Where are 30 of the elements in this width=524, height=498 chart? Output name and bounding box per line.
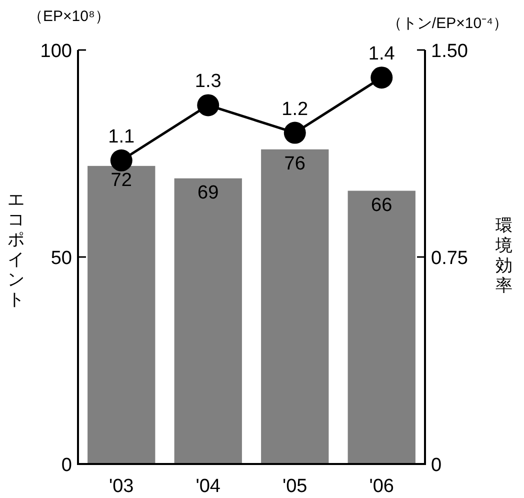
bar [174, 178, 242, 464]
bar [88, 166, 156, 464]
data-label: 76 [284, 153, 306, 174]
bar [348, 190, 416, 464]
data-label: 66 [371, 194, 392, 216]
data-label: 69 [198, 182, 219, 204]
x-tick-label: '03 [108, 476, 134, 497]
y-tick-label: 0 [61, 455, 72, 476]
y-tick-label: 100 [40, 41, 72, 62]
y2-tick-label: 0.75 [431, 248, 468, 269]
data-label: 1.3 [194, 71, 222, 92]
x-tick-label: '04 [196, 476, 221, 497]
x-tick-label: '05 [282, 476, 308, 497]
point [284, 122, 306, 144]
x-tick-label: '06 [369, 476, 394, 497]
text: （EP×10⁸） [28, 8, 110, 25]
data-label: 72 [110, 170, 132, 191]
y-tick-label: 50 [50, 248, 72, 269]
y-axis-title: エコポイント [8, 190, 24, 309]
point [197, 94, 220, 116]
y2-axis-title: 環境効率 [494, 216, 512, 295]
y2-tick-label: 0 [431, 455, 442, 476]
point [110, 149, 132, 172]
text: （トン/EP×10⁻⁴） [386, 15, 508, 32]
data-label: 1.2 [282, 98, 308, 120]
y2-tick-label: 1.50 [431, 41, 468, 62]
data-label: 1.1 [108, 126, 135, 148]
bar [261, 149, 329, 464]
data-label: 1.4 [368, 44, 396, 65]
point [370, 66, 393, 89]
